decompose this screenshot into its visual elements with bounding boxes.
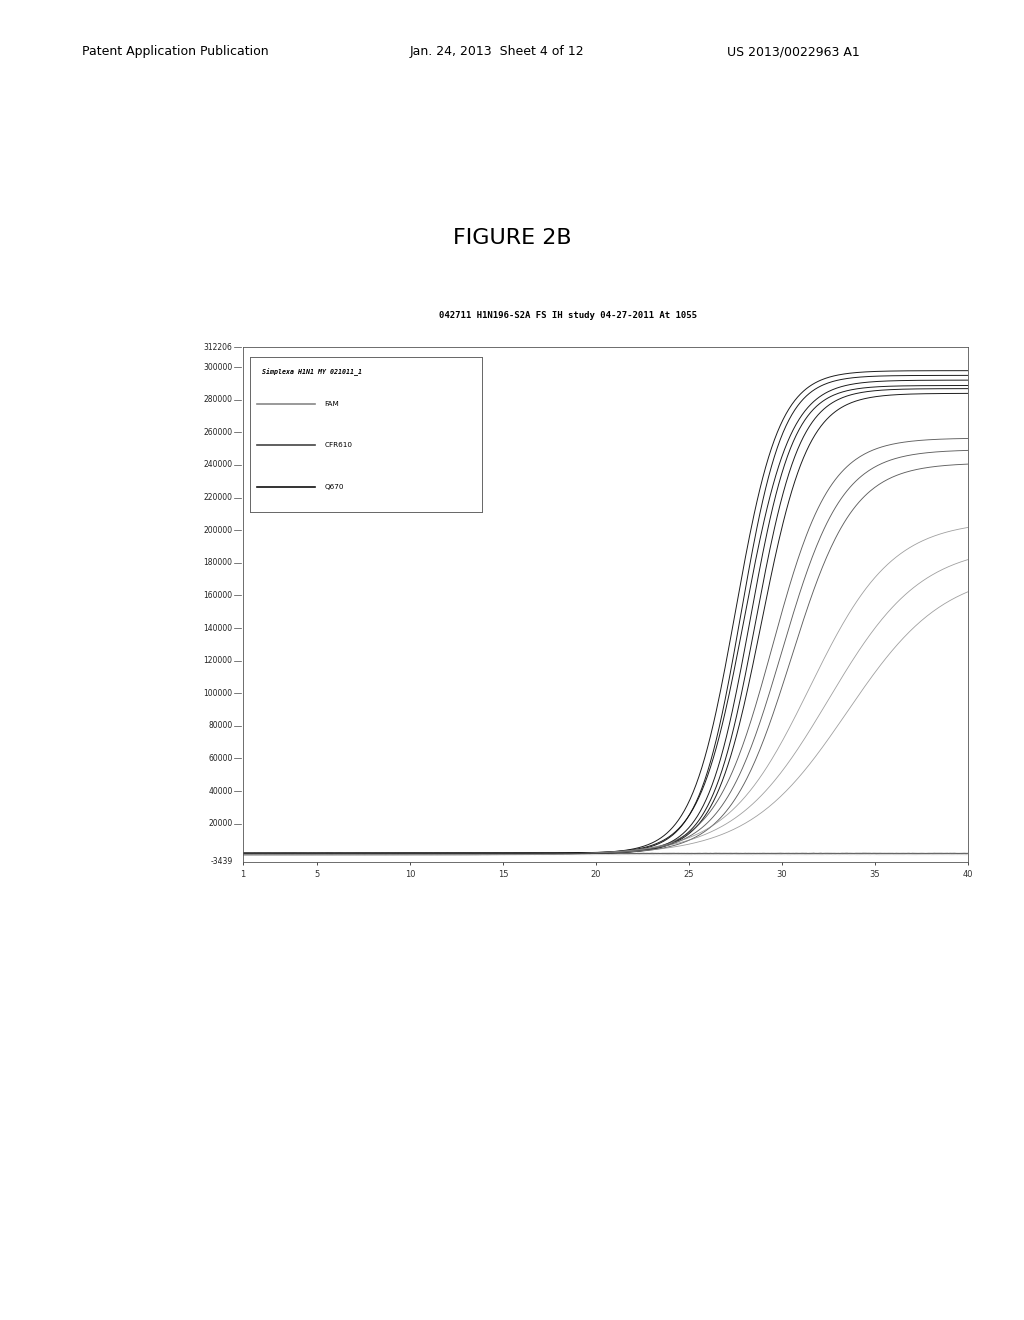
Text: FIGURE 2B: FIGURE 2B [453,227,571,248]
Text: -3439: -3439 [210,858,232,866]
Text: 100000: 100000 [204,689,232,698]
Text: 80000: 80000 [208,721,232,730]
Text: 200000: 200000 [204,525,232,535]
Text: US 2013/0022963 A1: US 2013/0022963 A1 [727,45,860,58]
Text: 180000: 180000 [204,558,232,568]
Text: 140000: 140000 [204,623,232,632]
Text: 300000: 300000 [204,363,232,371]
Text: 220000: 220000 [204,494,232,502]
Text: 120000: 120000 [204,656,232,665]
Text: Jan. 24, 2013  Sheet 4 of 12: Jan. 24, 2013 Sheet 4 of 12 [410,45,585,58]
Text: Patent Application Publication: Patent Application Publication [82,45,268,58]
Text: 042711 H1N196-S2A FS IH study 04-27-2011 At 1055: 042711 H1N196-S2A FS IH study 04-27-2011… [439,312,697,319]
Text: 160000: 160000 [204,591,232,599]
Text: 60000: 60000 [208,754,232,763]
Text: 20000: 20000 [208,820,232,828]
Text: 260000: 260000 [204,428,232,437]
Text: 40000: 40000 [208,787,232,796]
Text: 280000: 280000 [204,395,232,404]
Text: 240000: 240000 [204,461,232,470]
Text: 312206: 312206 [204,343,232,351]
